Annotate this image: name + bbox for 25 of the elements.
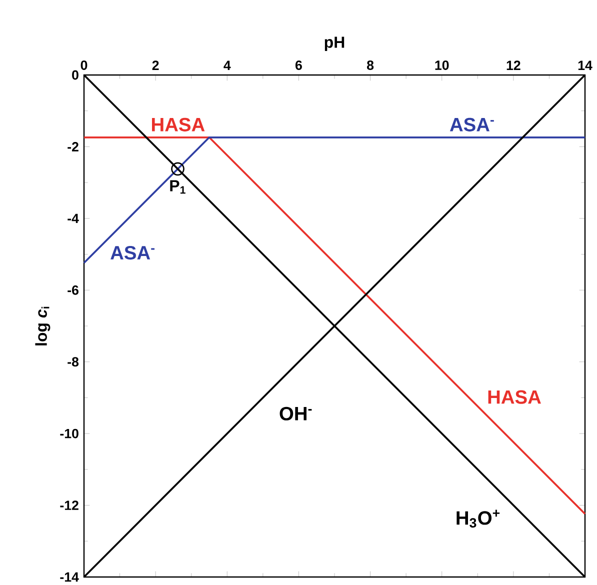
x-axis-title: pH — [324, 36, 344, 52]
y-tick-label: -14 — [60, 572, 79, 582]
series-label: P$_{1}$ — [170, 180, 186, 194]
series-label: HASA — [152, 118, 205, 132]
y-tick-label: -12 — [60, 500, 78, 510]
x-tick-label: 14 — [578, 60, 592, 70]
series-label: OH$^{-}$ — [280, 406, 312, 420]
x-tick-label: 8 — [366, 60, 374, 70]
y-tick-label: 0 — [72, 70, 78, 80]
y-tick-label: -2 — [68, 142, 78, 152]
y-axis-title: log c$_{i}$ — [35, 306, 50, 346]
x-tick-label: 12 — [506, 60, 520, 70]
y-tick-label: -8 — [68, 357, 79, 367]
series-label: H$_{3}$O$^{+}$ — [456, 510, 500, 528]
x-tick-label: 10 — [435, 60, 449, 70]
x-tick-label: 2 — [152, 60, 159, 70]
x-tick-label: 6 — [295, 60, 302, 70]
series-label: ASA$^{-}$ — [450, 118, 494, 132]
y-tick-label: -6 — [68, 285, 78, 295]
y-tick-label: -4 — [68, 214, 79, 224]
x-tick-label: 4 — [224, 60, 231, 70]
x-tick-label: 0 — [80, 60, 88, 70]
text: HASA — [488, 390, 541, 404]
text: ASA$^{-}$ — [110, 246, 155, 260]
y-tick-label: -10 — [60, 428, 78, 438]
